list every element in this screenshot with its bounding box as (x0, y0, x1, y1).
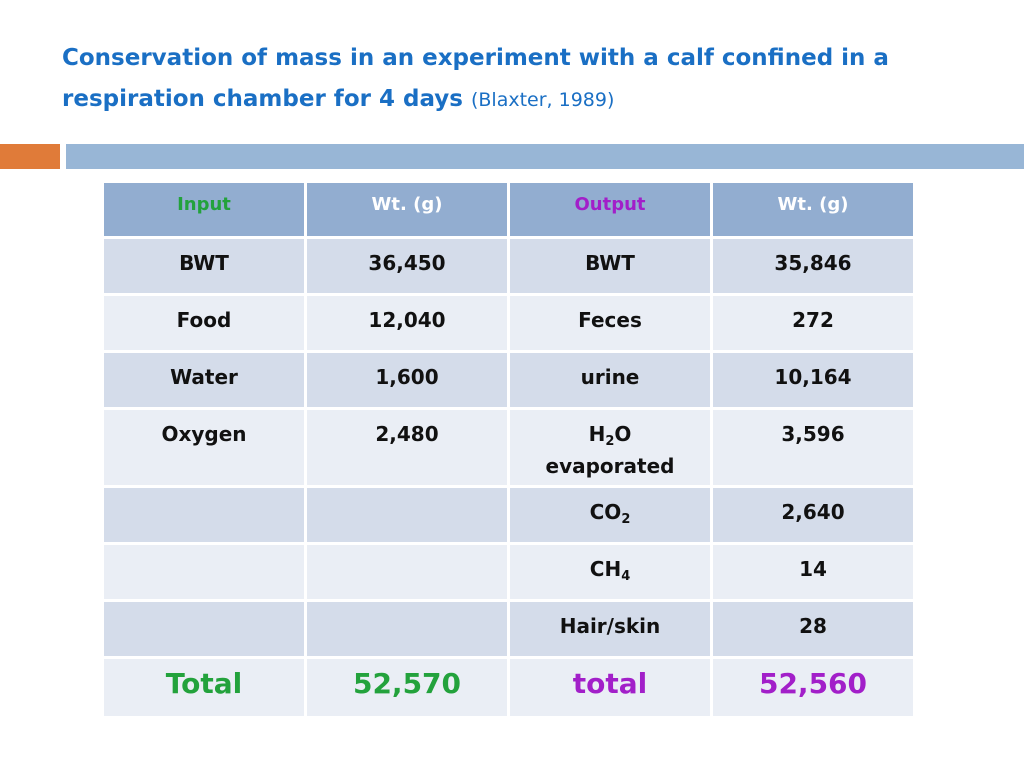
slide-title: Conservation of mass in an experiment wi… (62, 38, 982, 121)
input-item: Food (101, 293, 307, 353)
formula-subscript: 2 (621, 512, 631, 527)
output-item: H2O evaporated (507, 407, 713, 488)
output-item: BWT (507, 236, 713, 296)
mass-balance-table: Input Wt. (g) Output Wt. (g) BWT 36,450 … (101, 180, 916, 719)
output-weight: 3,596 (710, 407, 916, 488)
table-row: CH4 14 (101, 542, 916, 602)
total-row: Total 52,570 total 52,560 (101, 656, 916, 719)
output-weight: 14 (710, 542, 916, 602)
accent-bar-blue (66, 144, 1024, 169)
input-total-value: 52,570 (304, 656, 510, 719)
output-weight: 35,846 (710, 236, 916, 296)
header-output-weight: Wt. (g) (710, 180, 916, 239)
accent-bar-orange (0, 144, 60, 169)
output-item: Feces (507, 293, 713, 353)
output-total-value: 52,560 (710, 656, 916, 719)
table-row: BWT 36,450 BWT 35,846 (101, 236, 916, 296)
title-text: Conservation of mass in an experiment wi… (62, 45, 889, 112)
output-item: urine (507, 350, 713, 410)
table-row: Hair/skin 28 (101, 599, 916, 659)
input-item (101, 485, 307, 545)
output-item: CO2 (507, 485, 713, 545)
formula-subscript: 2 (605, 434, 615, 449)
header-input: Input (101, 180, 307, 239)
output-total-label: total (507, 656, 713, 719)
output-weight: 28 (710, 599, 916, 659)
input-item (101, 599, 307, 659)
input-weight: 2,480 (304, 407, 510, 488)
output-weight: 10,164 (710, 350, 916, 410)
formula-base: CO (589, 500, 622, 524)
table-row: Water 1,600 urine 10,164 (101, 350, 916, 410)
output-weight: 2,640 (710, 485, 916, 545)
output-item: CH4 (507, 542, 713, 602)
input-total-label: Total (101, 656, 307, 719)
input-item: Water (101, 350, 307, 410)
title-citation: (Blaxter, 1989) (470, 89, 615, 111)
input-weight (304, 542, 510, 602)
header-input-weight: Wt. (g) (304, 180, 510, 239)
table-row: CO2 2,640 (101, 485, 916, 545)
table-row: Food 12,040 Feces 272 (101, 293, 916, 353)
output-weight: 272 (710, 293, 916, 353)
header-row: Input Wt. (g) Output Wt. (g) (101, 180, 916, 239)
output-item: Hair/skin (507, 599, 713, 659)
input-weight: 36,450 (304, 236, 510, 296)
header-output: Output (507, 180, 713, 239)
input-item: BWT (101, 236, 307, 296)
formula-subscript: 4 (621, 569, 631, 584)
input-item (101, 542, 307, 602)
formula-rest: O (614, 422, 632, 446)
input-weight: 12,040 (304, 293, 510, 353)
input-weight (304, 599, 510, 659)
input-weight: 1,600 (304, 350, 510, 410)
input-weight (304, 485, 510, 545)
formula-base: H (588, 422, 606, 446)
input-item: Oxygen (101, 407, 307, 488)
formula-base: CH (589, 557, 622, 581)
table-row: Oxygen 2,480 H2O evaporated 3,596 (101, 407, 916, 488)
output-item-line2: evaporated (545, 454, 675, 478)
